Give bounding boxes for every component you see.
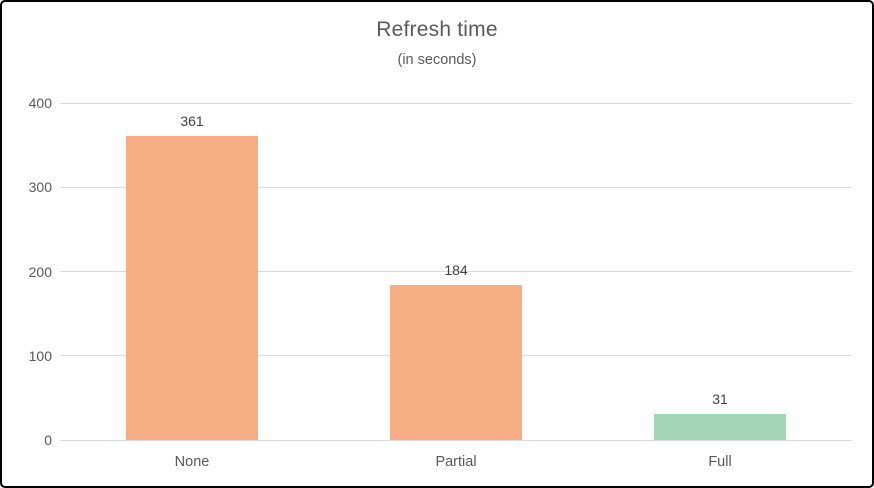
x-axis-category-label: None <box>174 454 210 470</box>
gridline <box>60 102 852 104</box>
bar-value-label: 361 <box>180 112 204 129</box>
x-axis-category-label: Partial <box>435 454 477 470</box>
y-axis-tick-label: 200 <box>28 263 52 280</box>
gridline <box>60 439 852 441</box>
bar-value-label: 31 <box>712 390 728 407</box>
bar-none <box>126 135 258 440</box>
chart-subtitle: (in seconds) <box>397 52 477 68</box>
gridline <box>60 186 852 188</box>
y-axis-tick-label: 100 <box>28 347 52 364</box>
y-axis-tick-label: 300 <box>28 179 52 196</box>
plot-area: 0 100 200 300 400 361 None 184 Partial 31 Full <box>29 95 852 470</box>
bar-partial <box>390 284 522 440</box>
y-axis-tick-label: 400 <box>28 95 52 111</box>
gridline <box>60 271 852 272</box>
bar-full <box>654 413 786 440</box>
x-axis-category-label: Full <box>708 454 732 470</box>
chart-title: Refresh time <box>376 18 498 41</box>
y-axis-tick-label: 0 <box>44 432 52 448</box>
bar-value-label: 184 <box>444 261 468 278</box>
